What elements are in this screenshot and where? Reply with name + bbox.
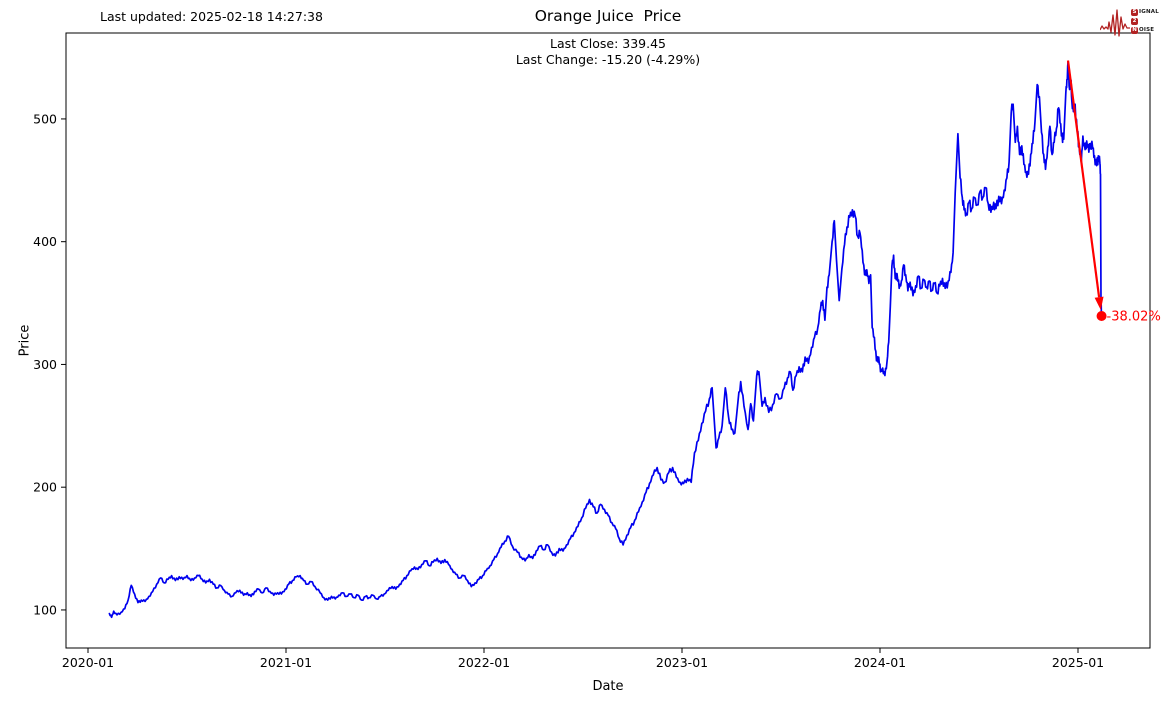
x-tick-label: 2021-01 [260,655,312,670]
y-tick-label: 300 [33,357,57,372]
last-change-text: Last Change: -15.20 (-4.29%) [515,52,701,67]
drop-pct-annotation: -38.02% [1107,310,1161,325]
y-tick-label: 100 [33,602,57,617]
plot-border [65,32,1151,649]
last-close-text: Last Close: 339.45 [550,36,666,51]
x-tick-label: 2024-01 [854,655,906,670]
drop-arrow-line [1066,60,1101,298]
y-axis-label: Price [17,324,33,357]
logo-badge-2: 2 [1131,17,1138,25]
y-tick-label: 400 [33,234,57,249]
logo-badge-s: S [1131,8,1138,16]
signal-2-noise-logo: S IGNAL 2 N OISE [1100,3,1162,39]
page-title: Orange Juice Price [534,7,682,25]
logo-row-2: 2 [1131,17,1159,26]
logo-row-noise: N OISE [1131,26,1155,34]
logo-badge-n: N [1131,26,1138,34]
last-updated-text: Last updated: 2025-02-18 14:27:38 [100,9,323,24]
drop-arrow-head [1094,296,1104,311]
y-tick-label: 200 [33,480,57,495]
price-line [108,61,1103,619]
logo-row-signal: S IGNAL [1131,8,1159,16]
logo-text: S IGNAL 2 N OISE [1131,8,1159,35]
waveform-icon [1100,9,1130,37]
last-point-dot [1096,311,1107,322]
x-tick-label: 2025-01 [1052,655,1104,670]
x-tick-label: 2020-01 [62,655,114,670]
x-tick-label: 2023-01 [656,655,708,670]
y-tick-label: 500 [33,111,57,126]
x-tick-label: 2022-01 [458,655,510,670]
x-axis-label: Date [592,679,624,694]
